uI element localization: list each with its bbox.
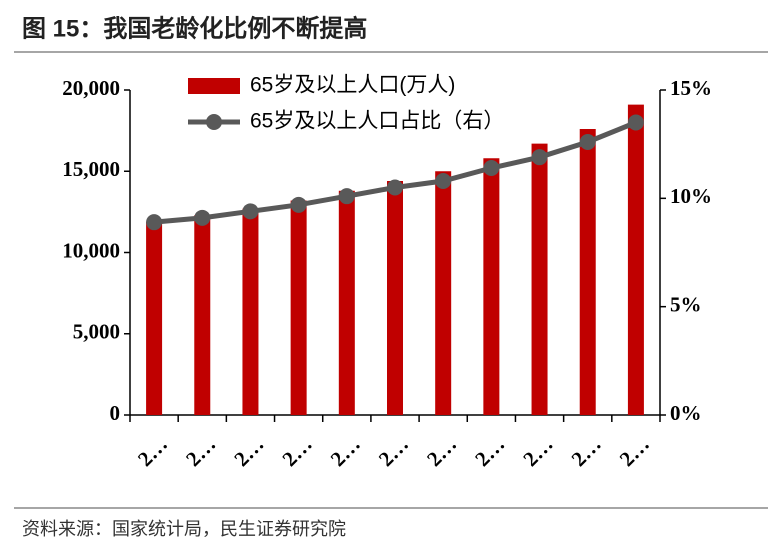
- y-tick-label: 0: [110, 401, 121, 425]
- x-tick-label: 2…: [567, 432, 606, 471]
- line-marker: [387, 179, 403, 196]
- line-marker: [435, 173, 452, 189]
- legend-marker: [206, 114, 222, 130]
- bar: [627, 104, 644, 415]
- line-marker: [194, 209, 211, 226]
- line-marker: [242, 203, 259, 220]
- x-tick-label: 2…: [133, 432, 172, 471]
- x-tick-label: 2…: [518, 432, 557, 471]
- line-marker: [146, 214, 163, 231]
- figure-title: 图 15：我国老龄化比例不断提高: [22, 14, 367, 42]
- legend-label: 65岁及以上人口(万人): [250, 74, 455, 97]
- y-tick-label: 10,000: [62, 238, 120, 262]
- y2-tick-label: 15%: [670, 76, 712, 100]
- y2-tick-label: 10%: [670, 184, 712, 208]
- line-marker: [627, 114, 644, 131]
- x-tick-label: 2…: [374, 432, 413, 471]
- y-tick-label: 20,000: [62, 76, 120, 100]
- legend-swatch: [188, 78, 240, 94]
- x-tick-label: 2…: [277, 432, 316, 471]
- line-marker: [579, 134, 596, 150]
- bar: [290, 200, 307, 415]
- bar: [531, 143, 548, 415]
- x-tick-label: 2…: [229, 432, 268, 471]
- bar: [338, 190, 355, 415]
- x-tick-label: 2…: [615, 432, 654, 471]
- line-marker: [531, 149, 548, 166]
- line-marker: [290, 196, 307, 213]
- x-tick-label: 2…: [470, 432, 509, 471]
- bar: [483, 158, 500, 415]
- y-tick-label: 15,000: [62, 157, 120, 181]
- x-tick-label: 2…: [326, 432, 365, 471]
- bar: [242, 208, 259, 415]
- bar: [146, 221, 163, 415]
- bar: [579, 129, 596, 415]
- bar: [194, 215, 211, 415]
- x-tick-label: 2…: [422, 432, 461, 471]
- bar: [387, 181, 403, 415]
- x-tick-label: 2…: [181, 432, 220, 471]
- y2-tick-label: 5%: [670, 292, 702, 316]
- bar: [435, 171, 452, 415]
- source-note: 资料来源：国家统计局，民生证券研究院: [22, 519, 346, 539]
- legend-label: 65岁及以上人口占比（右）: [250, 110, 504, 133]
- line-marker: [338, 188, 355, 205]
- line-marker: [483, 160, 500, 176]
- y2-tick-label: 0%: [670, 401, 702, 425]
- y-tick-label: 5,000: [73, 320, 120, 344]
